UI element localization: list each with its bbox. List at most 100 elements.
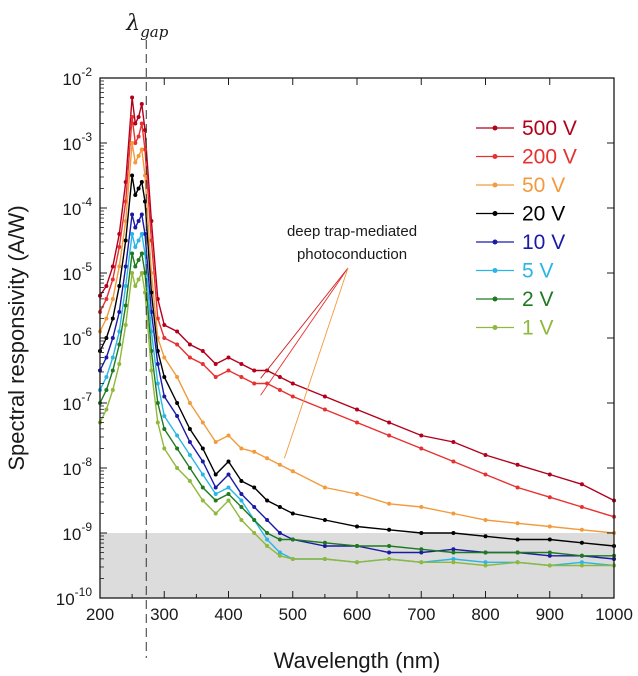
series-200v	[98, 115, 616, 519]
series-500v	[98, 95, 616, 503]
data-point	[104, 297, 109, 301]
data-point	[579, 505, 584, 509]
y-tick-label: 10-7	[62, 390, 92, 414]
data-point	[136, 219, 141, 223]
data-point	[355, 420, 359, 425]
data-point	[213, 492, 218, 496]
gap-marker-label: λgap	[125, 11, 168, 41]
data-point	[483, 563, 488, 568]
data-point	[162, 427, 167, 431]
data-point	[133, 160, 138, 165]
data-point	[239, 518, 244, 522]
data-point	[451, 531, 456, 535]
data-point	[133, 284, 138, 288]
y-tick-label: 10-4	[62, 195, 92, 219]
data-point	[136, 277, 141, 282]
data-point	[104, 284, 109, 288]
data-point	[117, 329, 122, 334]
data-point	[133, 225, 138, 230]
data-point	[277, 388, 282, 392]
axis-ticks: 200 300 400 500 600 700 800 900 1000 10-10 10-9 10-…	[56, 65, 633, 624]
data-point	[130, 271, 135, 275]
data-point	[226, 485, 231, 490]
data-point	[175, 433, 180, 438]
data-point	[130, 115, 135, 119]
data-point	[226, 492, 231, 496]
data-point	[547, 537, 552, 542]
data-point	[200, 485, 205, 490]
data-point	[139, 147, 144, 152]
data-point	[213, 362, 218, 366]
data-point	[252, 518, 257, 522]
data-point	[213, 375, 218, 379]
legend-swatch-marker	[492, 268, 498, 273]
x-tick-label: 700	[407, 605, 435, 624]
data-point	[200, 362, 205, 366]
data-point	[136, 238, 141, 243]
data-point	[110, 388, 115, 392]
data-point	[130, 173, 135, 178]
data-point	[239, 446, 244, 451]
data-point	[239, 492, 244, 496]
data-point	[133, 193, 138, 197]
data-point	[104, 355, 109, 360]
data-point	[451, 550, 456, 555]
data-point	[579, 540, 584, 545]
data-point	[117, 264, 122, 269]
data-point	[200, 472, 205, 477]
x-tick-label: 400	[214, 605, 242, 624]
data-point	[123, 219, 128, 223]
legend-swatch-marker	[492, 154, 498, 159]
data-point	[419, 433, 424, 438]
data-point	[155, 420, 160, 425]
annotation-pointer	[283, 267, 349, 459]
data-point	[451, 511, 456, 516]
data-point	[139, 102, 144, 106]
annotation-line-2: photoconduction	[297, 246, 407, 263]
data-point	[265, 544, 270, 548]
annotation-pointers	[260, 267, 349, 459]
data-point	[200, 420, 205, 425]
x-tick-label: 900	[536, 605, 564, 624]
data-point	[290, 511, 295, 516]
data-point	[200, 349, 205, 353]
legend-item: 500 V	[476, 117, 577, 140]
data-point	[136, 115, 141, 119]
legend-swatch-marker	[492, 296, 498, 302]
data-point	[110, 355, 115, 360]
data-point	[175, 342, 180, 347]
data-point	[579, 553, 584, 558]
data-point	[290, 381, 295, 386]
data-point	[187, 479, 192, 483]
data-point	[123, 264, 128, 269]
legend-swatch-marker	[492, 182, 498, 188]
data-point	[239, 375, 244, 379]
data-point	[213, 472, 218, 477]
data-point	[187, 342, 192, 347]
x-tick-label: 200	[86, 605, 114, 624]
data-point	[515, 521, 520, 526]
data-point	[213, 498, 218, 503]
data-point	[136, 258, 141, 262]
data-point	[162, 375, 167, 379]
data-point	[451, 547, 456, 552]
data-point	[355, 544, 359, 548]
data-point	[162, 394, 167, 399]
data-point	[322, 518, 327, 522]
data-point	[515, 560, 520, 565]
data-point	[226, 433, 231, 438]
data-point	[162, 336, 167, 340]
data-point	[387, 527, 392, 532]
data-point	[252, 449, 257, 454]
data-point	[200, 459, 205, 464]
data-point	[265, 518, 270, 522]
y-tick-label: 10-9	[62, 520, 92, 544]
data-point	[133, 141, 138, 145]
data-point	[547, 563, 552, 568]
data-point	[104, 316, 109, 321]
data-point	[175, 446, 180, 451]
series-1v	[98, 270, 616, 568]
data-point	[483, 472, 488, 477]
data-point	[143, 232, 147, 236]
